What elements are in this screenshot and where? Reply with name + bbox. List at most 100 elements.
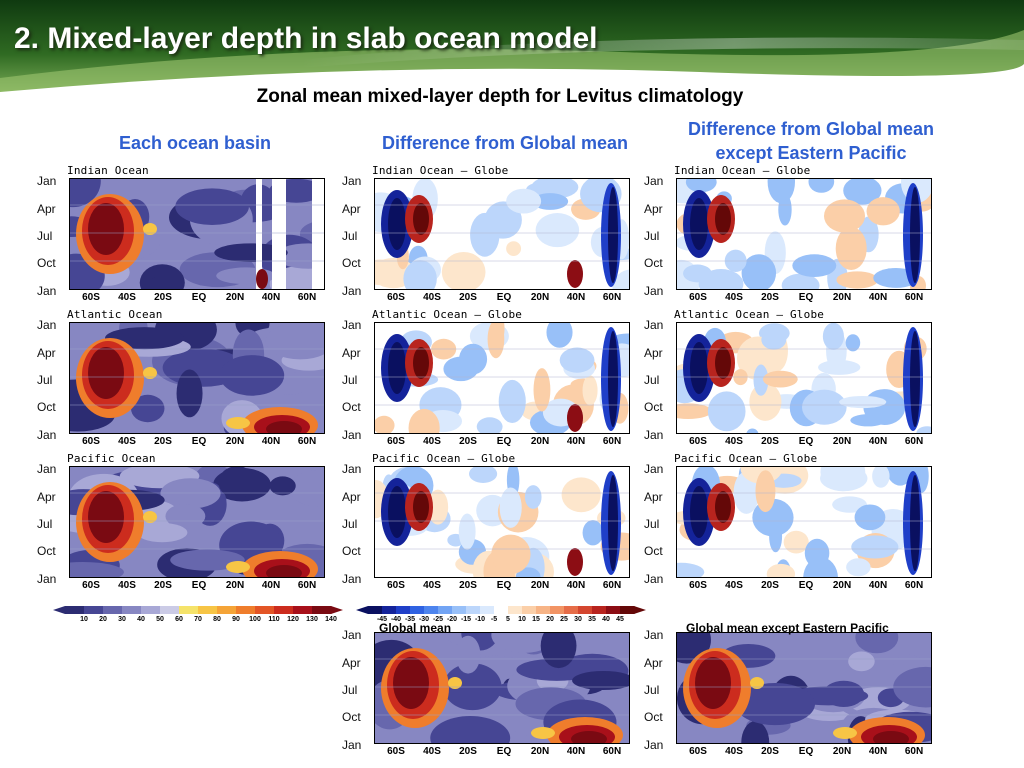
slide-subtitle: Zonal mean mixed-layer depth for Levitus… [256, 86, 744, 107]
colorbar-swatch [396, 606, 411, 614]
x-tick-label: 60N [904, 580, 924, 591]
x-tick-label: EQ [191, 580, 207, 591]
colorbar-swatch [382, 606, 397, 614]
x-tick-label: 60S [82, 292, 100, 303]
y-tick-label: Oct [342, 400, 361, 414]
colorbar-label: 15 [532, 616, 540, 623]
colorbar-label: -35 [404, 616, 416, 623]
colorbar-label: -20 [446, 616, 458, 623]
x-tick-label: 40S [725, 436, 743, 447]
y-tick-label: Jul [37, 373, 53, 387]
x-tick-label: 20N [225, 436, 245, 447]
colorbar-swatch [410, 606, 425, 614]
y-tick-label: Apr [644, 346, 663, 360]
contour-plot [69, 178, 325, 290]
colorbar-swatch [578, 606, 593, 614]
panel-title: Atlantic Ocean [67, 308, 163, 321]
x-tick-label: 20N [225, 292, 245, 303]
colorbar-swatch [236, 606, 256, 614]
colorbar-swatch [522, 606, 537, 614]
x-tick-label: EQ [496, 580, 512, 591]
y-tick-label: Jan [37, 428, 57, 442]
global-mean-ex-title: Global mean except Eastern Pacific [686, 621, 889, 635]
y-tick-label: Jan [37, 284, 57, 298]
colorbar-swatch [255, 606, 275, 614]
colorbar-label: -30 [418, 616, 430, 623]
panel-global: Jan Apr Jul Oct Jan 60S 40S 20S EQ 20N 40N 60N [342, 620, 632, 760]
panel-indian-diff: Indian Ocean — Globe Jan Apr Jul Oct Jan 60S 40… [342, 164, 632, 306]
colorbar-label: 10 [518, 616, 526, 623]
y-tick-label: Jul [644, 373, 660, 387]
x-tick-label: 60N [602, 580, 622, 591]
y-tick-label: Jan [342, 738, 362, 752]
x-tick-label: 20S [154, 292, 172, 303]
contour-plot [374, 322, 630, 434]
colorbar-swatch [84, 606, 104, 614]
y-tick-label: Apr [342, 346, 361, 360]
x-tick-label: 40S [725, 580, 743, 591]
x-tick-label: 60N [602, 292, 622, 303]
y-tick-label: Jul [342, 373, 358, 387]
x-tick-label: 40N [868, 580, 888, 591]
x-tick-label: EQ [191, 436, 207, 447]
y-tick-label: Jul [37, 517, 53, 531]
x-tick-label: EQ [798, 292, 814, 303]
y-tick-label: Jan [37, 572, 57, 586]
y-tick-label: Jul [342, 683, 358, 697]
y-tick-label: Oct [37, 256, 56, 270]
x-tick-label: 40N [566, 292, 586, 303]
colorbar-swatch [293, 606, 313, 614]
x-tick-label: 60N [602, 436, 622, 447]
y-tick-label: Jan [37, 318, 57, 332]
x-tick-label: 60S [82, 580, 100, 591]
colorbar-label: 140 [325, 616, 337, 623]
x-tick-label: 40N [868, 436, 888, 447]
x-tick-label: 40N [566, 436, 586, 447]
y-tick-label: Apr [37, 202, 56, 216]
y-tick-label: Jul [644, 229, 660, 243]
colorbar-swatch [438, 606, 453, 614]
colorbar-swatch [494, 606, 509, 614]
y-tick-label: Oct [644, 400, 663, 414]
x-tick-label: 60N [602, 746, 622, 757]
x-tick-label: EQ [191, 292, 207, 303]
y-tick-label: Jan [342, 462, 362, 476]
y-tick-label: Jan [342, 572, 362, 586]
x-tick-label: 40N [261, 580, 281, 591]
global-mean-title: Global mean [379, 621, 452, 635]
y-tick-label: Jan [342, 628, 362, 642]
x-tick-label: 20N [530, 436, 550, 447]
x-tick-label: 20N [530, 580, 550, 591]
x-tick-label: 60N [297, 580, 317, 591]
colorbar-label: 30 [574, 616, 582, 623]
colorbar-swatch [550, 606, 565, 614]
x-tick-label: EQ [496, 746, 512, 757]
x-tick-label: 20S [459, 580, 477, 591]
x-tick-label: 20N [832, 436, 852, 447]
x-tick-label: 60N [297, 436, 317, 447]
x-tick-label: 60S [82, 436, 100, 447]
x-tick-label: 20S [761, 436, 779, 447]
title-banner [0, 0, 1024, 120]
colorbar-label: 20 [546, 616, 554, 623]
x-tick-label: 20S [459, 746, 477, 757]
colorbar-label: 50 [156, 616, 164, 623]
x-tick-label: EQ [798, 746, 814, 757]
y-tick-label: Oct [342, 544, 361, 558]
x-tick-label: 60S [387, 436, 405, 447]
y-tick-label: Apr [644, 656, 663, 670]
y-tick-label: Jan [342, 428, 362, 442]
colorbar-label: 40 [602, 616, 610, 623]
panel-atlantic: Atlantic Ocean Jan Apr Jul Oct Jan 60S 40S 20S EQ… [37, 308, 327, 450]
contour-plot [374, 632, 630, 744]
y-tick-label: Oct [342, 256, 361, 270]
colorbar-swatch [65, 606, 85, 614]
colorbar-label: 90 [232, 616, 240, 623]
colorbar-label: 40 [137, 616, 145, 623]
x-tick-label: 40N [261, 292, 281, 303]
colorbar-swatch [620, 606, 635, 614]
y-tick-label: Jan [342, 174, 362, 188]
y-tick-label: Jan [37, 462, 57, 476]
y-tick-label: Oct [37, 544, 56, 558]
x-tick-label: 40S [118, 292, 136, 303]
